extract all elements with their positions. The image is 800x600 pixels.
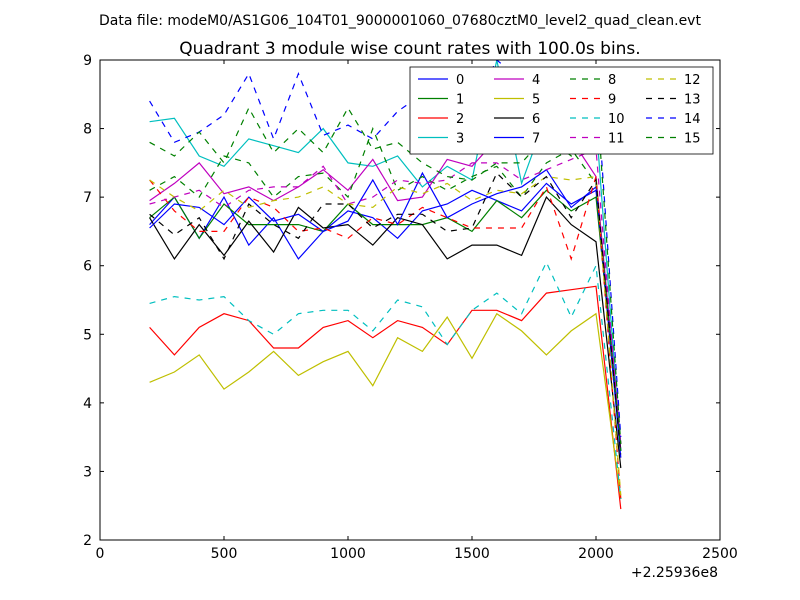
axes-frame [99, 59, 721, 541]
x-tick-label: 1500 [454, 546, 490, 562]
chart-title: Quadrant 3 module wise count rates with … [179, 39, 640, 59]
x-tick-label: 2500 [702, 546, 738, 562]
x-tick-label: 1000 [330, 546, 366, 562]
legend-label-8: 8 [608, 73, 616, 88]
series-line-5 [149, 312, 622, 499]
series-line-8 [149, 126, 622, 451]
legend-label-9: 9 [608, 93, 616, 108]
y-tick-label: 6 [83, 259, 92, 275]
legend-box [409, 66, 714, 155]
y-tick-label: 7 [83, 190, 92, 206]
legend-label-0: 0 [456, 73, 464, 88]
x-tick-label: 0 [96, 546, 105, 562]
plot-area [149, 60, 622, 510]
legend-label-2: 2 [456, 112, 464, 127]
x-offset-label: +2.25936e8 [631, 565, 718, 581]
series-line-2 [149, 285, 622, 510]
y-tick-label: 4 [83, 396, 92, 412]
series-line-4 [149, 138, 622, 445]
series-line-9 [149, 176, 622, 499]
y-tick-label: 9 [83, 53, 92, 69]
series-line-13 [149, 172, 622, 455]
series-line-11 [149, 148, 622, 451]
legend-label-4: 4 [532, 73, 540, 88]
legend-label-6: 6 [532, 112, 540, 127]
x-tick-label: 2000 [578, 546, 614, 562]
legend-label-10: 10 [608, 112, 625, 127]
series-line-7 [149, 168, 622, 451]
legend-label-11: 11 [608, 132, 625, 147]
y-tick-label: 5 [83, 327, 92, 343]
legend-label-1: 1 [456, 93, 464, 108]
y-tick-label: 8 [83, 122, 92, 138]
suptitle: Data file: modeM0/AS1G06_104T01_90000010… [99, 13, 701, 29]
legend-label-3: 3 [456, 132, 464, 147]
x-tick-label: 500 [211, 546, 238, 562]
axes: 0 500 1000 1500 2000 2500 2 3 4 5 6 7 8 9 [83, 53, 738, 562]
legend-label-5: 5 [532, 93, 540, 108]
series-line-12 [149, 175, 622, 496]
legend-label-15: 15 [684, 132, 701, 147]
legend-label-13: 13 [684, 93, 701, 108]
y-tick-label: 2 [83, 533, 92, 549]
legend-label-14: 14 [684, 112, 701, 127]
legend-label-12: 12 [684, 73, 701, 88]
y-tick-label: 3 [83, 464, 92, 480]
series-line-14 [149, 60, 622, 438]
series-line-10 [149, 260, 622, 499]
series-line-6 [149, 195, 622, 469]
legend-label-7: 7 [532, 132, 540, 147]
